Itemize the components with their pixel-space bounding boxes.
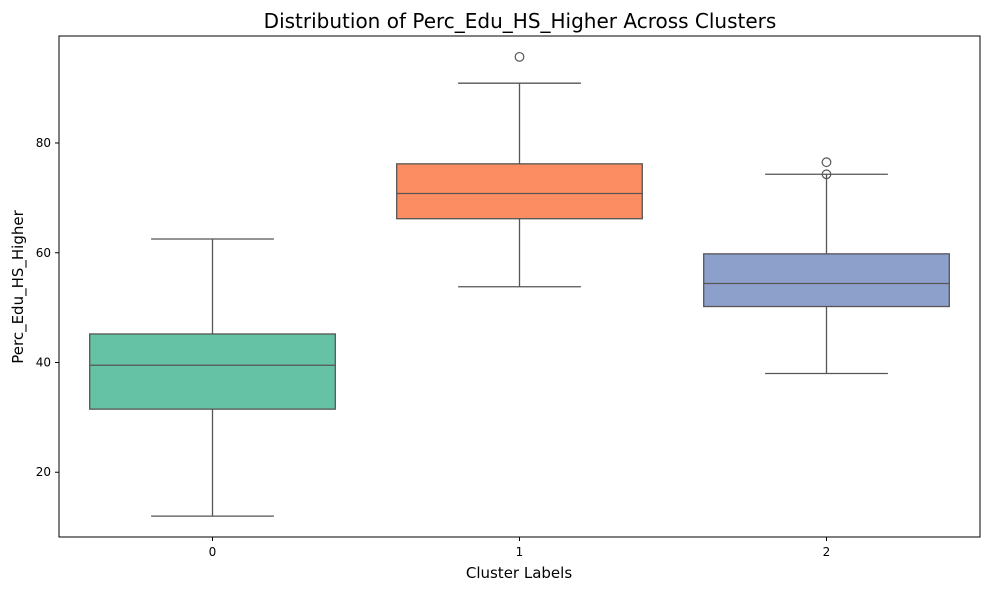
box-iqr bbox=[703, 253, 950, 308]
box-cluster-2 bbox=[703, 157, 950, 375]
x-axis-label: Cluster Labels bbox=[466, 564, 572, 582]
box-iqr bbox=[396, 163, 643, 220]
x-tick-label: 0 bbox=[209, 545, 217, 559]
plot-area bbox=[58, 35, 981, 538]
outlier-point bbox=[821, 157, 832, 168]
box-cluster-0 bbox=[89, 238, 336, 517]
axis-ticks: 20 40 60 80 0 1 2 bbox=[36, 136, 831, 559]
box-cluster-1 bbox=[396, 51, 643, 288]
y-tick-label: 60 bbox=[36, 246, 51, 260]
chart-title: Distribution of Perc_Edu_HS_Higher Acros… bbox=[264, 9, 777, 33]
box-iqr bbox=[89, 333, 336, 410]
x-tick-label: 1 bbox=[516, 545, 524, 559]
y-axis-label: Perc_Edu_HS_Higher bbox=[9, 209, 28, 363]
y-tick-label: 40 bbox=[36, 356, 51, 370]
outlier-point bbox=[514, 51, 525, 62]
outlier-point bbox=[821, 169, 832, 180]
y-tick-label: 20 bbox=[36, 465, 51, 479]
x-tick-label: 2 bbox=[823, 545, 831, 559]
y-tick-label: 80 bbox=[36, 136, 51, 150]
